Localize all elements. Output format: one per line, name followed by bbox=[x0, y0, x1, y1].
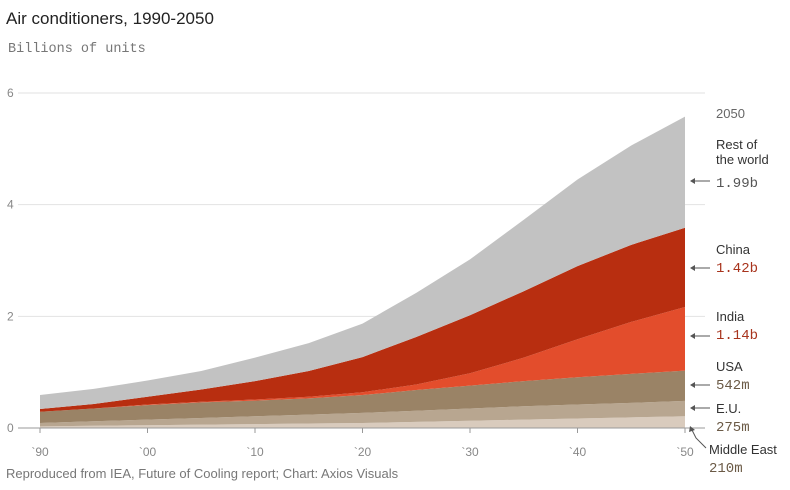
legend-name: USA bbox=[716, 359, 743, 374]
legend-name: India bbox=[716, 309, 745, 324]
chart-title: Air conditioners, 1990-2050 bbox=[6, 9, 214, 28]
area-middle-east bbox=[40, 416, 685, 428]
x-tick-label: `90 bbox=[31, 445, 49, 459]
legend-name: China bbox=[716, 242, 751, 257]
x-tick-label: `50 bbox=[676, 445, 694, 459]
y-tick-label: 4 bbox=[7, 198, 14, 212]
chart-source: Reproduced from IEA, Future of Cooling r… bbox=[6, 466, 399, 481]
legend-arrowhead bbox=[689, 426, 695, 432]
legend-arrow bbox=[691, 429, 707, 449]
legend-arrowhead bbox=[690, 333, 695, 339]
legend-header: 2050 bbox=[716, 106, 745, 121]
y-tick-label: 6 bbox=[7, 86, 14, 100]
legend-arrowhead bbox=[690, 178, 695, 184]
legend-arrowhead bbox=[690, 405, 695, 411]
chart-subtitle: Billions of units bbox=[8, 42, 146, 57]
area-usa bbox=[40, 370, 685, 423]
legend-name: Middle East bbox=[709, 442, 777, 457]
legend-name: the world bbox=[716, 152, 769, 167]
area-india bbox=[40, 307, 685, 412]
legend-arrowhead bbox=[690, 265, 695, 271]
area-rest-of-the-world bbox=[40, 116, 685, 410]
area-layer bbox=[40, 116, 685, 428]
area-e-u bbox=[40, 400, 685, 427]
area-china bbox=[40, 227, 685, 412]
y-tick-label: 2 bbox=[7, 309, 14, 323]
legend-value: 1.42b bbox=[716, 261, 758, 277]
legend-name: E.U. bbox=[716, 401, 741, 416]
x-tick-label: `00 bbox=[139, 445, 157, 459]
legend-value: 1.99b bbox=[716, 176, 758, 192]
legend-value: 275m bbox=[716, 420, 750, 436]
axis-layer: 0 2 4 6 `90 `00 `10 `20 `30 `40 `50 bbox=[7, 86, 705, 459]
x-tick-label: `40 bbox=[569, 445, 587, 459]
x-tick-label: `30 bbox=[461, 445, 479, 459]
legend-value: 542m bbox=[716, 378, 750, 394]
legend-value: 210m bbox=[709, 461, 743, 477]
legend-value: 1.14b bbox=[716, 328, 758, 344]
x-tick-label: `20 bbox=[354, 445, 372, 459]
legend-arrowhead bbox=[690, 382, 695, 388]
y-tick-label: 0 bbox=[7, 421, 14, 435]
legend-name: Rest of bbox=[716, 137, 758, 152]
x-tick-label: `10 bbox=[246, 445, 264, 459]
